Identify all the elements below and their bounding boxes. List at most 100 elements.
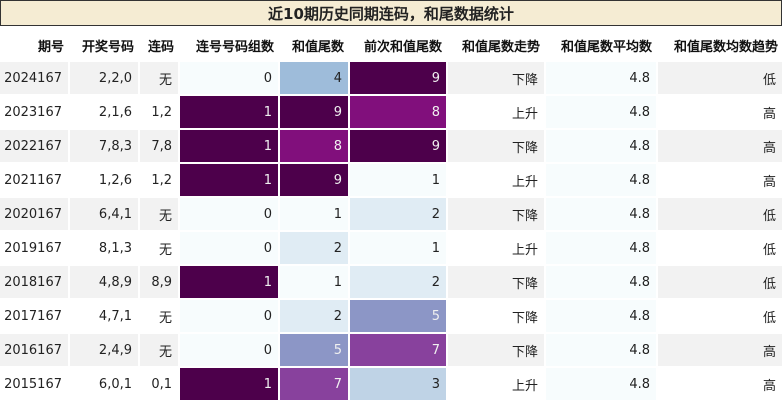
table-title: 近10期历史同期连码，和尾数据统计	[0, 0, 782, 26]
avg-trend-cell: 高	[658, 164, 784, 198]
tail-cell: 5	[280, 334, 350, 368]
trend-cell: 下降	[448, 300, 546, 334]
trend-cell: 下降	[448, 62, 546, 96]
tail-cell: 2	[280, 300, 350, 334]
prev-tail-cell: 2	[350, 266, 448, 300]
avg-cell: 4.8	[546, 130, 658, 164]
lian-cell: 无	[140, 62, 180, 96]
avg-cell: 4.8	[546, 164, 658, 198]
numbers-cell: 1,2,6	[70, 164, 140, 198]
table-row: 2019167 8,1,3 无 0 2 1 上升 4.8 低	[0, 232, 784, 266]
avg-cell: 4.8	[546, 334, 658, 368]
prev-tail-cell: 5	[350, 300, 448, 334]
groups-cell: 0	[180, 62, 280, 96]
avg-trend-cell: 低	[658, 266, 784, 300]
col-avg-trend-header: 和值尾数均数趋势	[658, 28, 784, 62]
trend-cell: 下降	[448, 198, 546, 232]
tail-cell: 8	[280, 130, 350, 164]
table-row: 2024167 2,2,0 无 0 4 9 下降 4.8 低	[0, 62, 784, 96]
col-tail-header: 和值尾数	[280, 28, 350, 62]
trend-cell: 下降	[448, 334, 546, 368]
tail-cell: 7	[280, 368, 350, 402]
avg-cell: 4.8	[546, 266, 658, 300]
numbers-cell: 2,4,9	[70, 334, 140, 368]
lian-cell: 8,9	[140, 266, 180, 300]
trend-cell: 下降	[448, 130, 546, 164]
avg-trend-cell: 低	[658, 300, 784, 334]
groups-cell: 1	[180, 96, 280, 130]
groups-cell: 0	[180, 232, 280, 266]
prev-tail-cell: 3	[350, 368, 448, 402]
table-row: 2015167 6,0,1 0,1 1 7 3 上升 4.8 高	[0, 368, 784, 402]
tail-cell: 1	[280, 266, 350, 300]
table-body: 2024167 2,2,0 无 0 4 9 下降 4.8 低 2023167 2,1,6 1,2 1 9 8…	[0, 62, 784, 402]
col-groups-header: 连号号码组数	[180, 28, 280, 62]
col-prev-tail-header: 前次和值尾数	[350, 28, 448, 62]
period-cell: 2018167	[0, 266, 70, 300]
table-row: 2020167 6,4,1 无 0 1 2 下降 4.8 低	[0, 198, 784, 232]
groups-cell: 0	[180, 300, 280, 334]
numbers-cell: 8,1,3	[70, 232, 140, 266]
numbers-cell: 2,2,0	[70, 62, 140, 96]
lian-cell: 1,2	[140, 96, 180, 130]
header-row: 期号 开奖号码 连码 连号号码组数 和值尾数 前次和值尾数 和值尾数走势 和值尾数平均数 和值尾…	[0, 28, 784, 62]
lian-cell: 0,1	[140, 368, 180, 402]
stats-table: 期号 开奖号码 连码 连号号码组数 和值尾数 前次和值尾数 和值尾数走势 和值尾数平均数 和值尾…	[0, 28, 784, 402]
numbers-cell: 4,7,1	[70, 300, 140, 334]
tail-cell: 2	[280, 232, 350, 266]
avg-cell: 4.8	[546, 198, 658, 232]
period-cell: 2022167	[0, 130, 70, 164]
period-cell: 2016167	[0, 334, 70, 368]
prev-tail-cell: 8	[350, 96, 448, 130]
prev-tail-cell: 9	[350, 130, 448, 164]
period-cell: 2023167	[0, 96, 70, 130]
period-cell: 2021167	[0, 164, 70, 198]
table-row: 2021167 1,2,6 1,2 1 9 1 上升 4.8 高	[0, 164, 784, 198]
groups-cell: 0	[180, 198, 280, 232]
trend-cell: 上升	[448, 164, 546, 198]
numbers-cell: 7,8,3	[70, 130, 140, 164]
period-cell: 2017167	[0, 300, 70, 334]
col-avg-header: 和值尾数平均数	[546, 28, 658, 62]
numbers-cell: 2,1,6	[70, 96, 140, 130]
prev-tail-cell: 1	[350, 232, 448, 266]
lian-cell: 无	[140, 232, 180, 266]
lian-cell: 无	[140, 300, 180, 334]
tail-cell: 9	[280, 96, 350, 130]
col-numbers-header: 开奖号码	[70, 28, 140, 62]
tail-cell: 1	[280, 198, 350, 232]
avg-cell: 4.8	[546, 232, 658, 266]
period-cell: 2019167	[0, 232, 70, 266]
avg-trend-cell: 高	[658, 130, 784, 164]
col-period-header: 期号	[0, 28, 70, 62]
col-lian-header: 连码	[140, 28, 180, 62]
groups-cell: 0	[180, 334, 280, 368]
avg-trend-cell: 低	[658, 62, 784, 96]
table-row: 2022167 7,8,3 7,8 1 8 9 下降 4.8 高	[0, 130, 784, 164]
prev-tail-cell: 9	[350, 62, 448, 96]
groups-cell: 1	[180, 130, 280, 164]
trend-cell: 下降	[448, 266, 546, 300]
table-row: 2016167 2,4,9 无 0 5 7 下降 4.8 高	[0, 334, 784, 368]
groups-cell: 1	[180, 266, 280, 300]
period-cell: 2015167	[0, 368, 70, 402]
tail-cell: 4	[280, 62, 350, 96]
avg-cell: 4.8	[546, 300, 658, 334]
table-row: 2018167 4,8,9 8,9 1 1 2 下降 4.8 低	[0, 266, 784, 300]
numbers-cell: 4,8,9	[70, 266, 140, 300]
lian-cell: 无	[140, 198, 180, 232]
trend-cell: 上升	[448, 232, 546, 266]
period-cell: 2020167	[0, 198, 70, 232]
avg-trend-cell: 高	[658, 334, 784, 368]
lian-cell: 1,2	[140, 164, 180, 198]
avg-cell: 4.8	[546, 62, 658, 96]
avg-trend-cell: 高	[658, 96, 784, 130]
avg-cell: 4.8	[546, 368, 658, 402]
avg-trend-cell: 低	[658, 232, 784, 266]
numbers-cell: 6,0,1	[70, 368, 140, 402]
trend-cell: 上升	[448, 368, 546, 402]
groups-cell: 1	[180, 164, 280, 198]
tail-cell: 9	[280, 164, 350, 198]
trend-cell: 上升	[448, 96, 546, 130]
prev-tail-cell: 7	[350, 334, 448, 368]
